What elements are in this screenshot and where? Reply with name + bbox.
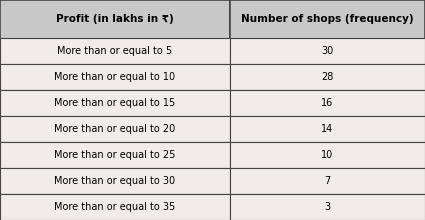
Bar [230,0,425,38]
Bar [230,168,425,194]
Text: 30: 30 [321,46,333,57]
Text: More than or equal to 5: More than or equal to 5 [57,46,172,57]
Text: More than or equal to 15: More than or equal to 15 [54,98,176,108]
Text: 7: 7 [324,176,330,186]
Text: Profit (in lakhs in ₹): Profit (in lakhs in ₹) [56,14,174,24]
Text: Number of shops (frequency): Number of shops (frequency) [241,14,414,24]
Bar [0,194,230,220]
Bar [0,142,230,168]
Bar [230,142,425,168]
Bar [0,168,230,194]
Text: More than or equal to 20: More than or equal to 20 [54,124,176,134]
Text: 14: 14 [321,124,333,134]
Bar [230,90,425,116]
Text: 28: 28 [321,72,334,82]
Bar [230,64,425,90]
Text: More than or equal to 35: More than or equal to 35 [54,202,176,212]
Bar [230,38,425,64]
Bar [0,38,230,64]
Bar [0,90,230,116]
Text: More than or equal to 25: More than or equal to 25 [54,150,176,160]
Text: More than or equal to 10: More than or equal to 10 [54,72,175,82]
Bar [0,0,230,38]
Text: 3: 3 [324,202,330,212]
Text: 10: 10 [321,150,333,160]
Text: 16: 16 [321,98,333,108]
Bar [0,116,230,142]
Bar [230,116,425,142]
Bar [230,194,425,220]
Bar [0,64,230,90]
Text: More than or equal to 30: More than or equal to 30 [54,176,175,186]
